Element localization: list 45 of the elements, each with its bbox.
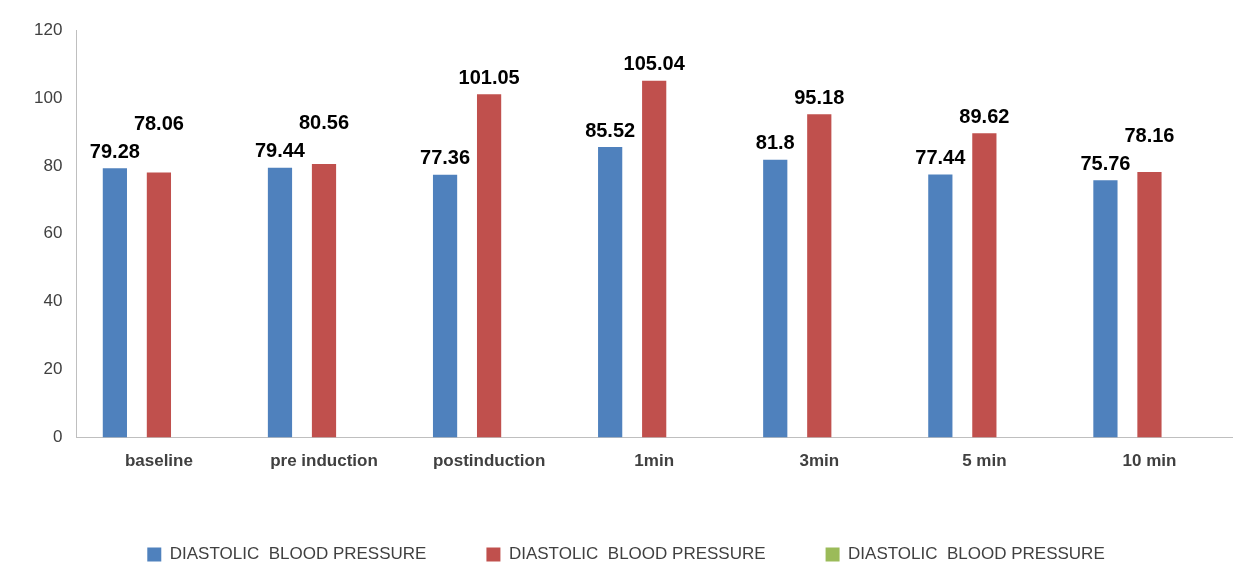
y-tick-label: 20 (43, 359, 63, 379)
bar (1093, 180, 1118, 438)
data-label: 78.06 (133, 111, 184, 134)
bar (432, 174, 458, 438)
y-tick-label: 0 (52, 427, 63, 447)
y-tick-label: 60 (43, 223, 63, 243)
data-label: 79.28 (89, 139, 140, 162)
data-label: 77.44 (915, 146, 967, 169)
data-label: 101.05 (458, 65, 520, 88)
data-label: 77.36 (420, 146, 471, 169)
x-tick-label: pre induction (270, 451, 378, 471)
y-tick-label: 100 (33, 87, 63, 107)
bar (311, 163, 337, 438)
y-tick-label: 120 (33, 19, 63, 39)
y-tick-label: 80 (43, 155, 63, 175)
bar (146, 172, 172, 438)
bar (267, 167, 293, 438)
bar (763, 159, 788, 438)
x-tick-label: 3min (799, 451, 840, 471)
x-tick-label: 5 min (962, 451, 1007, 471)
bar (642, 80, 667, 438)
bar (476, 94, 502, 438)
bar (972, 133, 997, 438)
y-tick-label: 40 (43, 291, 63, 311)
data-label: 85.52 (585, 118, 636, 141)
x-tick-label: 10 min (1122, 451, 1177, 471)
x-tick-label: postinduction (432, 451, 546, 471)
data-label: 105.04 (623, 52, 686, 75)
data-label: 80.56 (298, 111, 350, 134)
x-tick-label: baseline (124, 451, 193, 471)
bar (807, 114, 832, 438)
data-label: 75.76 (1080, 151, 1131, 174)
bar (598, 147, 623, 438)
bar (102, 168, 127, 438)
x-tick-label: 1min (634, 451, 675, 471)
data-label: 79.44 (254, 139, 306, 162)
data-label: 89.62 (959, 104, 1010, 127)
data-label: 81.8 (755, 131, 795, 154)
legend-label: DIASTOLIC BLOOD PRESSURE (169, 544, 427, 564)
data-label: 78.16 (1124, 123, 1175, 146)
data-label: 95.18 (794, 85, 845, 108)
legend-label: DIASTOLIC BLOOD PRESSURE (508, 544, 766, 564)
bar (1137, 172, 1162, 438)
bar (928, 174, 953, 438)
legend-label: DIASTOLIC BLOOD PRESSURE (848, 544, 1105, 564)
